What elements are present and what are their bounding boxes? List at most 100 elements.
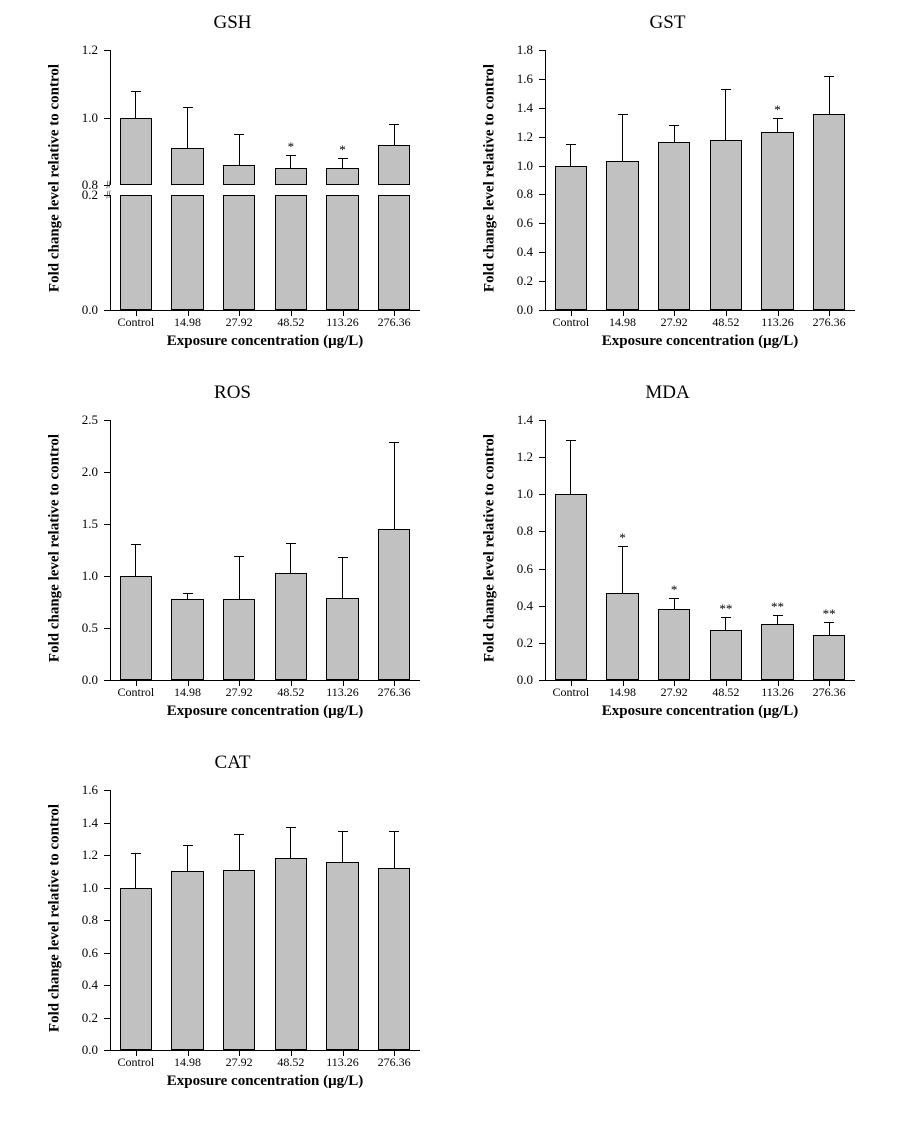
x-tick-label: 276.36 bbox=[378, 685, 411, 700]
y-tick-label: 1.4 bbox=[483, 412, 533, 428]
y-tick-label: 1.4 bbox=[483, 100, 533, 116]
bar bbox=[710, 140, 742, 310]
y-tick-label: 0.2 bbox=[483, 273, 533, 289]
bar bbox=[171, 195, 203, 310]
error-bar bbox=[135, 91, 136, 118]
error-bar bbox=[342, 158, 343, 168]
y-tick-label: 0.8 bbox=[48, 912, 98, 928]
bar bbox=[813, 635, 845, 680]
bar bbox=[378, 145, 410, 186]
y-tick-label: 1.0 bbox=[48, 568, 98, 584]
x-tick-label: 276.36 bbox=[813, 315, 846, 330]
bar bbox=[658, 609, 690, 680]
bar bbox=[326, 598, 358, 680]
bar bbox=[378, 529, 410, 680]
bar bbox=[761, 132, 793, 310]
plot-area: 0.00.20.40.60.81.01.21.41.6Control14.982… bbox=[110, 790, 420, 1050]
y-tick-label: 1.5 bbox=[48, 516, 98, 532]
significance-marker: ** bbox=[771, 599, 784, 615]
x-tick-label: 14.98 bbox=[174, 685, 201, 700]
chart-panel-cat: CAT Fold change level relative to contro… bbox=[15, 748, 450, 1118]
x-tick-label: 113.26 bbox=[326, 315, 359, 330]
panel-title: MDA bbox=[450, 382, 885, 404]
y-tick-label: 0.6 bbox=[483, 215, 533, 231]
significance-marker: * bbox=[339, 142, 346, 158]
x-tick-label: 27.92 bbox=[661, 685, 688, 700]
bar bbox=[761, 624, 793, 680]
chart-panel-gst: GST Fold change level relative to contro… bbox=[450, 8, 885, 378]
x-tick-label: Control bbox=[117, 1055, 154, 1070]
y-tick-label: 0.4 bbox=[483, 598, 533, 614]
error-bar bbox=[829, 76, 830, 114]
error-bar bbox=[394, 831, 395, 868]
x-tick-label: 276.36 bbox=[378, 1055, 411, 1070]
error-bar bbox=[570, 440, 571, 494]
bar bbox=[326, 195, 358, 310]
error-bar bbox=[342, 557, 343, 598]
bar bbox=[120, 195, 152, 310]
chart-panel-mda: MDA Fold change level relative to contro… bbox=[450, 378, 885, 748]
x-axis-title: Exposure concentration (μg/L) bbox=[110, 1073, 420, 1090]
bar bbox=[275, 168, 307, 185]
error-bar bbox=[342, 831, 343, 862]
error-bar bbox=[135, 853, 136, 887]
y-tick-label: 0.0 bbox=[48, 302, 98, 318]
x-tick-label: 113.26 bbox=[326, 1055, 359, 1070]
error-bar bbox=[829, 622, 830, 635]
x-tick-label: Control bbox=[117, 315, 154, 330]
error-bar bbox=[674, 125, 675, 142]
bar bbox=[555, 166, 587, 310]
plot-area: 0.00.20.40.60.81.01.21.4Control14.98*27.… bbox=[545, 420, 855, 680]
x-tick-label: 48.52 bbox=[712, 685, 739, 700]
error-bar bbox=[622, 546, 623, 592]
x-axis-title: Exposure concentration (μg/L) bbox=[110, 333, 420, 350]
x-tick-label: Control bbox=[552, 685, 589, 700]
y-tick-label: 2.5 bbox=[48, 412, 98, 428]
y-tick-label: 0.4 bbox=[48, 977, 98, 993]
panel-title: ROS bbox=[15, 382, 450, 404]
bar bbox=[171, 599, 203, 680]
x-tick-label: 14.98 bbox=[609, 685, 636, 700]
panel-title: GST bbox=[450, 12, 885, 34]
error-bar bbox=[394, 442, 395, 529]
significance-marker: * bbox=[619, 530, 626, 546]
bar bbox=[658, 142, 690, 310]
bar bbox=[710, 630, 742, 680]
x-tick-label: 48.52 bbox=[277, 315, 304, 330]
y-tick-label: 0.2 bbox=[48, 187, 98, 203]
error-bar bbox=[725, 89, 726, 140]
bar bbox=[275, 858, 307, 1050]
bar bbox=[223, 195, 255, 310]
plot-area: 0.00.20.40.60.81.01.21.41.61.8Control14.… bbox=[545, 50, 855, 310]
x-tick-label: 27.92 bbox=[661, 315, 688, 330]
x-tick-label: 48.52 bbox=[277, 685, 304, 700]
x-tick-label: 276.36 bbox=[378, 315, 411, 330]
figure-grid: GSH Fold change level relative to contro… bbox=[15, 0, 885, 1118]
plot-area: ////0.81.01.20.00.2Control14.9827.9248.5… bbox=[110, 50, 420, 310]
x-tick-label: 27.92 bbox=[226, 315, 253, 330]
y-tick-label: 1.0 bbox=[483, 486, 533, 502]
y-tick-label: 1.4 bbox=[48, 815, 98, 831]
y-tick-label: 0.5 bbox=[48, 620, 98, 636]
x-tick-label: 27.92 bbox=[226, 685, 253, 700]
chart-panel-gsh: GSH Fold change level relative to contro… bbox=[15, 8, 450, 378]
significance-marker: * bbox=[774, 102, 781, 118]
error-bar bbox=[239, 134, 240, 164]
error-bar bbox=[290, 543, 291, 573]
y-axis-title: Fold change level relative to control bbox=[482, 434, 499, 662]
y-tick-label: 0.0 bbox=[483, 672, 533, 688]
bar bbox=[223, 870, 255, 1050]
error-bar bbox=[674, 598, 675, 609]
bar bbox=[813, 114, 845, 310]
y-tick-label: 1.2 bbox=[483, 449, 533, 465]
error-bar bbox=[777, 615, 778, 624]
bar bbox=[275, 573, 307, 680]
error-bar bbox=[394, 124, 395, 144]
bar bbox=[606, 593, 638, 680]
panel-title: CAT bbox=[15, 752, 450, 774]
bar bbox=[555, 494, 587, 680]
y-tick-label: 0.2 bbox=[48, 1010, 98, 1026]
plot-area: 0.00.51.01.52.02.5Control14.9827.9248.52… bbox=[110, 420, 420, 680]
x-tick-label: 48.52 bbox=[277, 1055, 304, 1070]
x-tick-label: Control bbox=[552, 315, 589, 330]
